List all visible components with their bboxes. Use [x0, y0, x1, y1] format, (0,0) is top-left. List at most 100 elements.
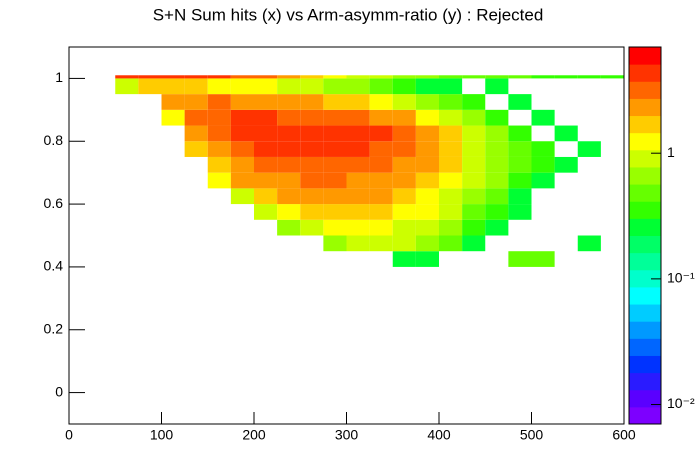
- heatmap-cell: [462, 94, 486, 110]
- heatmap-cell: [392, 94, 416, 110]
- heatmap-cell: [485, 172, 509, 189]
- heatmap-cell: [300, 219, 324, 236]
- heatmap-cell: [254, 125, 278, 142]
- x-tick-label: 0: [65, 427, 73, 443]
- heatmap-cell: [462, 141, 486, 157]
- heatmap-cell: [415, 78, 439, 95]
- heatmap-cell: [346, 125, 370, 142]
- heatmap-cell: [415, 94, 439, 110]
- heatmap-cell: [184, 125, 208, 142]
- heatmap-cell: [323, 94, 347, 110]
- x-tick-label: 600: [612, 427, 636, 443]
- heatmap-cell: [346, 235, 370, 252]
- heatmap-cell: [392, 109, 416, 126]
- heatmap-cell: [508, 125, 532, 142]
- heatmap-cell: [439, 235, 463, 252]
- heatmap-cell: [554, 125, 578, 142]
- heatmap-cell: [392, 75, 416, 79]
- colorbar-band: [629, 201, 661, 219]
- heatmap-cell: [346, 75, 370, 79]
- heatmap-cell: [323, 188, 347, 205]
- heatmap-cell: [230, 188, 254, 205]
- heatmap-cell: [369, 125, 393, 142]
- heatmap-cell: [462, 172, 486, 189]
- heatmap-cell: [392, 172, 416, 189]
- heatmap-cell: [161, 94, 185, 110]
- heatmap-cell: [508, 204, 532, 220]
- heatmap-cell: [415, 125, 439, 142]
- heatmap-cell: [369, 172, 393, 189]
- heatmap-cell: [369, 219, 393, 236]
- heatmap-cell: [415, 188, 439, 205]
- heatmap-cell: [300, 172, 324, 189]
- y-tick-label: 0.2: [44, 320, 64, 336]
- heatmap-cell: [230, 78, 254, 95]
- heatmap-cell: [277, 204, 301, 220]
- heatmap-cell: [554, 75, 578, 79]
- heatmap-cell: [346, 141, 370, 157]
- colorbar-band: [629, 269, 661, 288]
- colorbar-band: [629, 252, 661, 271]
- colorbar-band: [629, 218, 661, 236]
- y-tick-label: 0.4: [44, 258, 64, 274]
- heatmap-cell: [485, 78, 509, 95]
- heatmap-cell: [439, 172, 463, 189]
- heatmap-cell: [392, 204, 416, 220]
- heatmap-cell: [138, 78, 162, 95]
- heatmap-cell: [254, 75, 278, 79]
- heatmap-cell: [323, 125, 347, 142]
- heatmap-cell: [300, 125, 324, 142]
- heatmap-cell: [439, 75, 463, 79]
- heatmap-cell: [392, 188, 416, 205]
- heatmap-cell: [531, 141, 555, 157]
- x-tick-label: 400: [427, 427, 451, 443]
- heatmap-cell: [462, 109, 486, 126]
- heatmap-cell: [439, 94, 463, 110]
- heatmap-cell: [323, 75, 347, 79]
- heatmap-cell: [369, 141, 393, 157]
- heatmap-cell: [485, 156, 509, 173]
- heatmap-cell: [230, 172, 254, 189]
- colorbar-band: [629, 98, 661, 117]
- heatmap-cell: [254, 94, 278, 110]
- heatmap-cell: [439, 125, 463, 142]
- heatmap-cell: [392, 235, 416, 252]
- heatmap-cell: [300, 75, 324, 79]
- heatmap-cell: [508, 156, 532, 173]
- heatmap-cell: [346, 78, 370, 95]
- heatmap-cell: [323, 172, 347, 189]
- heatmap-cell: [277, 141, 301, 157]
- heatmap-cell: [485, 109, 509, 126]
- colorbar-tick-label: 1: [667, 144, 675, 160]
- heatmap-cell: [346, 219, 370, 236]
- heatmap-cell: [462, 125, 486, 142]
- heatmap-cell: [369, 78, 393, 95]
- heatmap-cell: [531, 109, 555, 126]
- heatmap-cell: [369, 156, 393, 173]
- heatmap-cell: [323, 204, 347, 220]
- heatmap-cell: [439, 141, 463, 157]
- heatmap-cell: [277, 188, 301, 205]
- heatmap-cell: [531, 156, 555, 173]
- heatmap-cell: [230, 109, 254, 126]
- colorbar-band: [629, 235, 661, 254]
- heatmap-cell: [323, 78, 347, 95]
- x-tick-label: 300: [335, 427, 359, 443]
- heatmap-cell: [277, 219, 301, 236]
- heatmap-cell: [369, 75, 393, 79]
- heatmap-cell: [323, 156, 347, 173]
- heatmap-cell: [439, 109, 463, 126]
- heatmap-cell: [369, 188, 393, 205]
- y-tick-label: 1: [55, 69, 63, 85]
- heatmap-cell: [254, 204, 278, 220]
- heatmap-cell: [508, 141, 532, 157]
- heatmap-cell: [207, 78, 231, 95]
- heatmap-cell: [115, 75, 139, 79]
- colorbar-band: [629, 372, 661, 391]
- heatmap-cell: [346, 156, 370, 173]
- colorbar-band: [629, 406, 661, 425]
- heatmap-cell: [138, 75, 162, 79]
- heatmap-cell: [230, 141, 254, 157]
- heatmap-cell: [277, 94, 301, 110]
